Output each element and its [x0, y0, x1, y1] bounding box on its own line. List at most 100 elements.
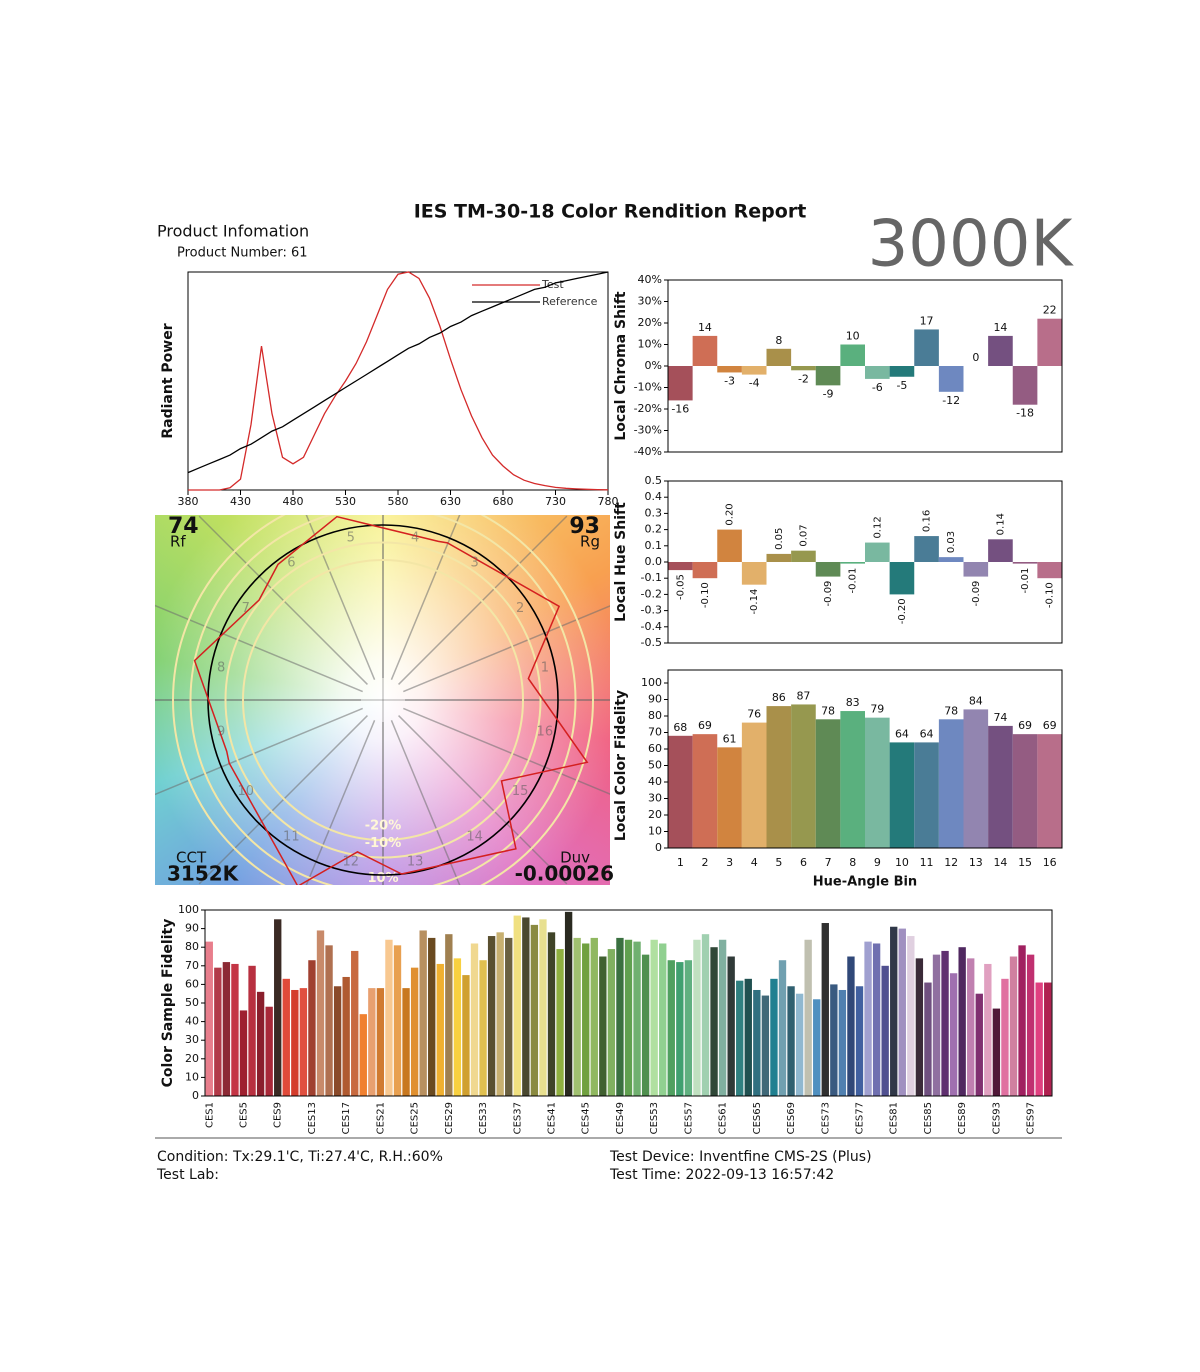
bar: [667, 960, 675, 1096]
bar: [205, 941, 213, 1096]
condition: Condition: Tx:29.1'C, Ti:27.4'C, R.H.:60…: [157, 1149, 443, 1165]
x-tick-label: 630: [440, 495, 461, 508]
y-tick-label: 40%: [638, 273, 662, 286]
bar: [975, 993, 983, 1096]
value-label: -0.01: [1020, 568, 1031, 594]
bar: [744, 978, 752, 1096]
bar: [684, 960, 693, 1096]
bar: [847, 956, 855, 1096]
y-tick-label: 30: [648, 792, 662, 805]
bar: [872, 943, 881, 1096]
bar: [941, 950, 949, 1096]
bar: [1037, 562, 1062, 579]
bar: [222, 962, 231, 1096]
bar: [988, 539, 1013, 562]
bar: [368, 988, 376, 1096]
series-line: [187, 271, 609, 474]
hue-bin-label: 7: [242, 601, 250, 616]
y-tick-label: -40%: [634, 445, 662, 458]
bar: [342, 976, 350, 1096]
bar: [402, 988, 410, 1096]
bar: [376, 988, 385, 1096]
x-tick-label: 680: [493, 495, 514, 508]
hue-bin-label: 6: [287, 555, 295, 570]
x-tick-label: CES25: [410, 1102, 421, 1134]
y-tick-label: 60: [648, 742, 662, 755]
bar: [385, 939, 393, 1096]
bar: [815, 562, 841, 577]
bar: [547, 932, 556, 1096]
bar: [840, 562, 865, 564]
ring-label: 10%: [367, 871, 398, 886]
value-label: -0.20: [897, 598, 908, 624]
bar: [761, 995, 770, 1096]
x-tick-label: CES13: [307, 1102, 318, 1134]
hue-spoke: [305, 720, 376, 885]
bar: [865, 366, 890, 379]
bar: [753, 989, 761, 1096]
y-tick-label: 0.1: [645, 539, 663, 552]
y-tick-label: 0.0: [645, 555, 663, 568]
bar: [988, 335, 1013, 366]
x-tick-label: 5: [775, 856, 782, 869]
hue-bin-label: 3: [471, 555, 479, 570]
bar: [1012, 562, 1038, 564]
ring: [242, 559, 524, 841]
y-tick-label: -0.1: [641, 571, 662, 584]
cct-badge: 3000K: [868, 208, 1075, 282]
hue-bin-label: 9: [217, 725, 225, 740]
x-axis-label: Hue-Angle Bin: [813, 875, 917, 890]
x-tick-label: CES57: [683, 1102, 694, 1134]
test-device: Test Device: Inventfine CMS-2S (Plus): [609, 1149, 872, 1165]
bar: [717, 366, 742, 373]
value-label: 22: [1043, 304, 1057, 317]
y-tick-label: 30: [185, 1033, 199, 1046]
value-label: -2: [798, 372, 809, 385]
bar: [815, 366, 841, 386]
hue-spoke: [390, 515, 461, 680]
bar: [607, 949, 616, 1096]
test-lab: Test Lab:: [156, 1167, 219, 1183]
y-tick-label: 0.5: [645, 474, 663, 487]
x-tick-label: CES89: [957, 1102, 968, 1134]
bar: [530, 924, 539, 1096]
y-tick-label: 60: [185, 977, 199, 990]
y-axis-label: Radiant Power: [160, 323, 176, 438]
bar: [791, 366, 816, 371]
value-label: 0.12: [872, 516, 883, 538]
value-label: -5: [896, 379, 907, 392]
bar: [1037, 734, 1062, 848]
bar: [692, 335, 718, 366]
bar: [787, 986, 795, 1096]
value-label: 61: [723, 732, 737, 745]
value-label: 87: [796, 689, 810, 702]
y-tick-label: -0.4: [641, 620, 662, 633]
hue-bin-label: 8: [217, 660, 225, 675]
value-label: 64: [920, 727, 934, 740]
value-label: 8: [775, 334, 782, 347]
plot-frame: [204, 909, 1053, 1097]
value-label: -3: [724, 374, 735, 387]
series-line: [188, 271, 609, 491]
hue-bin-label: 2: [516, 601, 524, 616]
y-tick-label: 20: [648, 808, 662, 821]
bar: [915, 958, 924, 1096]
bar: [333, 986, 342, 1096]
x-tick-label: CES53: [649, 1102, 660, 1134]
bar: [791, 704, 816, 848]
y-tick-label: 0: [655, 841, 662, 854]
value-label: -0.09: [823, 581, 834, 607]
value-label: 0: [972, 351, 979, 364]
bar: [462, 975, 470, 1096]
x-tick-label: CES69: [786, 1102, 797, 1134]
bar: [1044, 982, 1052, 1096]
y-tick-label: -10%: [634, 381, 662, 394]
y-tick-label: -0.5: [641, 636, 662, 649]
bar: [582, 943, 590, 1096]
value-label: 83: [846, 696, 860, 709]
y-axis-label: Color Sample Fidelity: [160, 919, 176, 1088]
test-time: Test Time: 2022-09-13 16:57:42: [609, 1167, 834, 1183]
hue-bin-label: 16: [537, 725, 554, 740]
y-tick-label: 0%: [645, 359, 662, 372]
bar: [924, 982, 932, 1096]
